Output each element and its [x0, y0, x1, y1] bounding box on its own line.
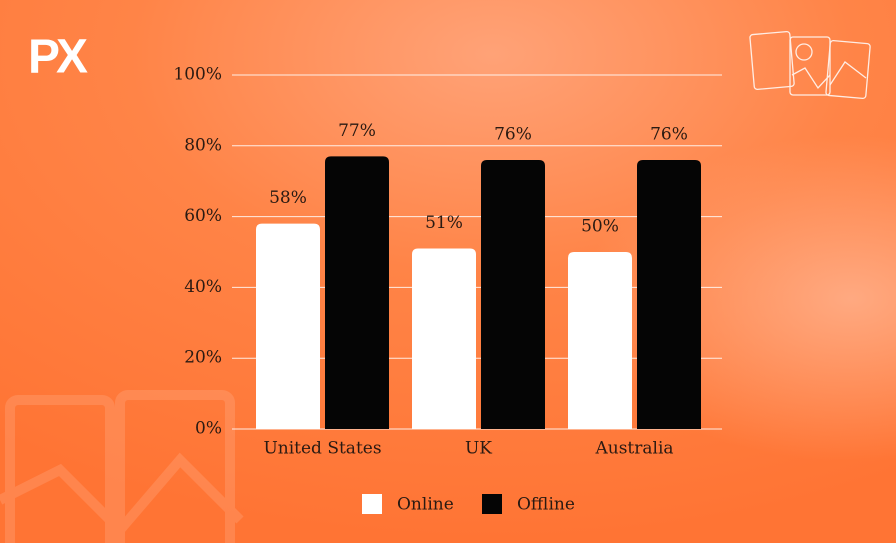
y-tick-label: 100% — [173, 65, 222, 85]
x-tick-label: United States — [263, 439, 381, 459]
bar — [412, 248, 476, 429]
bar — [637, 159, 701, 429]
bar — [325, 156, 389, 430]
y-tick-label: 60% — [184, 206, 222, 226]
value-label: 77% — [338, 121, 376, 141]
decor-icon — [749, 30, 871, 100]
value-label: 76% — [650, 124, 688, 144]
value-label: 50% — [581, 217, 619, 237]
value-label: 58% — [269, 188, 307, 208]
decor-watermark — [0, 390, 244, 543]
value-label: 51% — [425, 213, 463, 233]
legend-label: Online — [397, 495, 454, 515]
y-tick-label: 80% — [184, 135, 222, 155]
x-tick-label: UK — [465, 439, 492, 459]
legend-swatch — [482, 494, 502, 514]
y-tick-label: 0% — [195, 419, 222, 439]
value-label: 76% — [494, 124, 532, 144]
bar — [481, 159, 545, 429]
x-tick-label: Australia — [594, 439, 673, 459]
bar — [568, 252, 632, 429]
legend-swatch — [362, 494, 382, 514]
legend-label: Offline — [517, 495, 575, 515]
y-tick-label: 20% — [184, 348, 222, 368]
bar — [256, 223, 320, 429]
y-tick-label: 40% — [184, 277, 222, 297]
logo: PX — [28, 31, 88, 84]
